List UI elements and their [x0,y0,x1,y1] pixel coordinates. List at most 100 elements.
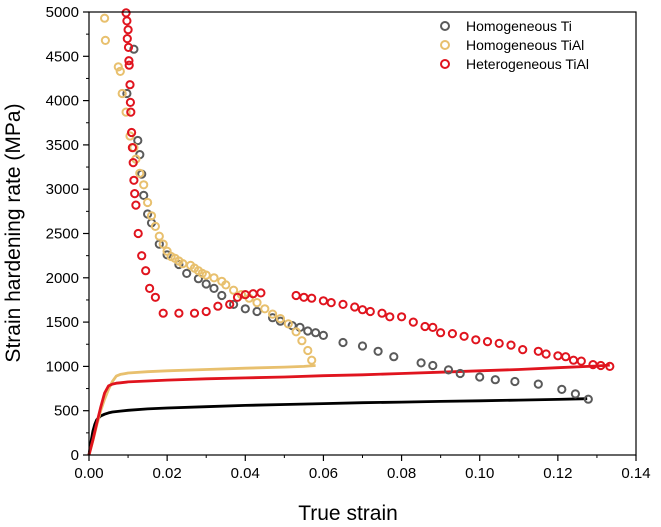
data-point-s2 [125,97,135,108]
data-point-s2 [122,34,132,44]
data-point-s1 [229,285,239,295]
data-point-s2 [125,80,135,90]
data-point-s0 [209,283,219,293]
data-point-s1 [268,309,278,319]
data-point-s2 [128,158,138,168]
data-point-s2 [124,60,134,70]
data-point-s1 [150,221,160,231]
data-point-s2 [137,251,147,261]
data-point-s1 [100,13,110,23]
data-point-s2 [174,308,184,318]
x-axis-title: True strain [298,502,398,525]
data-point-s2 [605,361,615,371]
data-point-s2 [256,288,266,298]
data-point-s2 [397,312,407,322]
data-point-s2 [189,308,200,318]
data-point-s2 [123,25,133,35]
data-point-s0 [129,44,139,54]
legend-marker [440,59,450,69]
data-point-s1 [143,197,153,208]
data-point-s2 [506,340,516,350]
data-point-s2 [350,302,360,312]
x-tick-label: 0.06 [309,465,338,482]
legend-marker [440,40,450,50]
x-tick-label: 0.00 [74,465,103,482]
data-point-s0 [583,394,593,404]
data-point-s2 [129,175,139,185]
data-point-s2 [150,292,160,302]
data-point-s2 [365,306,375,317]
data-point-s2 [518,345,528,355]
x-tick-label: 0.10 [465,465,494,482]
y-tick-label: 3000 [46,181,79,198]
data-point-s2 [447,329,457,339]
data-point-s1 [117,88,127,99]
data-point-s2 [408,317,418,327]
data-point-s0 [357,341,368,351]
y-tick-label: 2000 [46,270,79,287]
legend-label: Homogeneous TiAl [466,37,584,53]
data-point-s2 [127,127,137,138]
x-tick-label: 0.04 [231,465,260,482]
data-point-s2 [471,335,481,345]
data-point-s0 [475,372,485,382]
data-point-s1 [291,327,301,337]
data-point-s1 [115,66,125,77]
data-point-s0 [318,330,328,340]
y-tick-label: 500 [54,403,79,420]
data-point-s2 [338,299,348,309]
data-point-s2 [576,356,586,366]
data-point-s2 [596,360,606,371]
y-tick-label: 0 [71,447,79,464]
data-point-s0 [201,279,211,289]
data-point-s0 [240,304,250,314]
data-point-s2 [232,292,243,302]
plot-background [89,12,636,455]
data-point-s0 [533,379,543,389]
data-point-s2 [131,200,141,210]
data-point-s2 [377,308,387,318]
data-point-s1 [252,298,262,308]
data-point-s1 [260,304,270,314]
data-point-s2 [326,298,336,308]
data-point-s0 [139,190,149,200]
y-tick-label: 3500 [46,137,79,154]
y-tick-label: 4500 [46,48,79,65]
data-point-s0 [217,290,227,301]
data-point-s0 [490,375,500,385]
data-point-s1 [139,180,149,190]
data-point-s1 [113,62,123,72]
data-point-s2 [541,349,551,359]
x-tick-label: 0.02 [153,465,182,482]
data-point-s0 [229,299,239,309]
legend-label: Homogeneous Ti [466,18,572,34]
x-tick-label: 0.08 [387,465,416,482]
legend: Homogeneous Ti Homogeneous TiAl Heterogene… [440,18,589,72]
data-point-s2 [201,306,211,317]
y-tick-label: 4000 [46,93,79,110]
data-point-s2 [126,107,136,117]
data-point-s1 [158,239,168,249]
y-tick-label: 5000 [46,4,79,21]
data-point-s1 [121,107,131,117]
data-point-s2 [124,56,134,66]
data-point-s2 [436,328,446,338]
data-point-s0 [570,389,581,399]
data-point-s0 [373,346,383,356]
data-point-s1 [297,336,307,346]
x-tick-label: 0.14 [621,465,650,482]
data-point-s2 [145,283,155,293]
y-tick-label: 2500 [46,226,79,243]
data-point-s1 [275,314,285,324]
data-point-s2 [459,331,469,341]
data-point-s2 [385,312,395,322]
data-point-s0 [338,337,348,348]
data-point-s1 [303,345,313,356]
data-point-s0 [455,368,465,379]
data-point-s0 [428,360,438,371]
data-point-s0 [311,328,321,338]
data-point-s1 [100,35,111,46]
series-line-2 [87,363,610,456]
data-point-s1 [221,280,231,290]
